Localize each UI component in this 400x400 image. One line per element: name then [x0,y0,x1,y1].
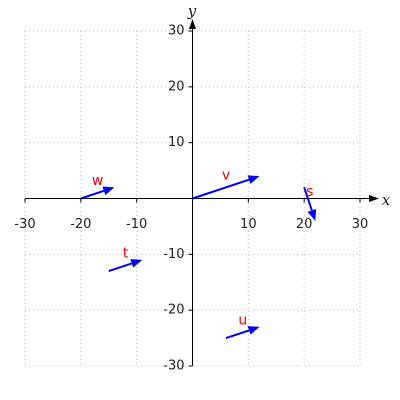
vector [192,175,260,200]
x-tick-label: -10 [126,217,147,232]
vector-shaft [303,187,313,211]
vector-label: v [222,167,230,183]
x-tick-label: 10 [240,217,257,232]
x-tick-label: 30 [352,217,369,232]
vector-head [247,326,260,335]
vector-shaft [192,178,250,200]
vector-head [247,175,260,184]
x-tick-label: -30 [14,217,35,232]
vector [225,326,260,340]
vector-head [307,208,317,221]
vector-shaft [225,329,250,340]
x-axis-label: x [382,191,391,209]
y-axis-label: y [187,2,197,20]
vector-label: w [92,173,103,189]
x-tick-label: 20 [296,217,313,232]
vector-label: u [238,313,247,329]
y-axis-arrow [189,19,196,29]
vector-shaft [80,189,105,200]
vector [108,259,143,273]
vector-label: s [306,184,313,200]
vector-shaft [108,262,133,273]
vector-label: t [123,246,129,262]
vector [303,187,317,221]
x-tick-label: -20 [70,217,91,232]
y-tick-label: -20 [163,303,184,318]
x-axis-arrow [369,195,379,202]
y-tick-label: -30 [163,359,184,374]
vector-head [102,186,115,196]
y-tick-label: 20 [168,79,185,94]
y-tick-label: -10 [163,247,184,262]
y-tick-label: 30 [168,24,185,39]
vector [80,186,115,200]
vector-head [130,259,143,268]
y-tick-label: 10 [168,135,185,150]
